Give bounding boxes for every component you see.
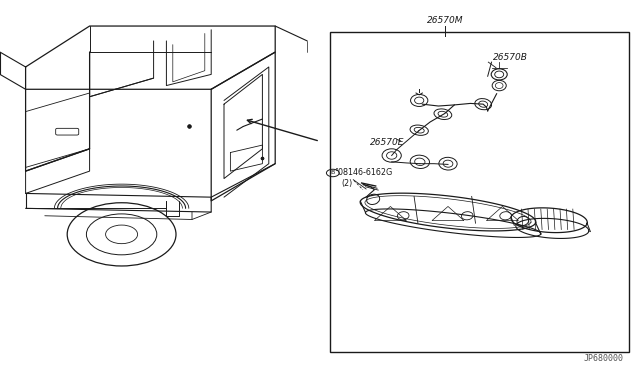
Bar [330,32,629,352]
Text: 26570B: 26570B [493,53,527,62]
Text: 26570M: 26570M [426,16,463,25]
Text: 26570E: 26570E [370,138,404,147]
Text: B: B [331,170,335,176]
Text: (2): (2) [341,179,353,187]
Text: °08146-6162G: °08146-6162G [335,169,393,177]
Text: JP680000: JP680000 [584,355,624,363]
